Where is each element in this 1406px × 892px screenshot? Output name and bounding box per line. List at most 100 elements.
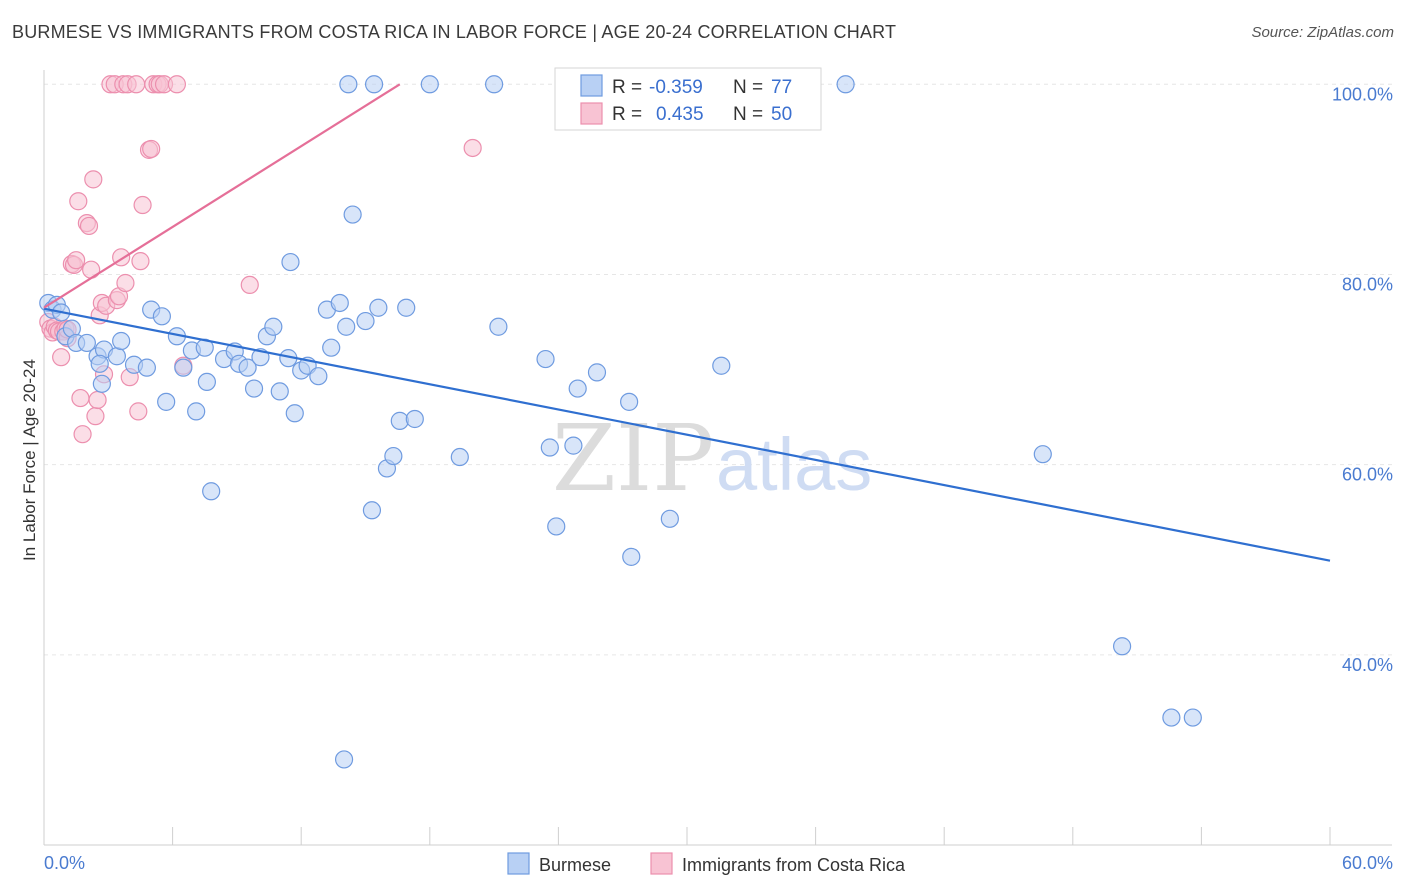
burmese-point-52 — [384, 446, 403, 466]
costa-rica-point-37 — [129, 402, 148, 421]
costa-rica-point-20 — [84, 170, 103, 189]
x-tick-label-1: 60.0% — [1342, 853, 1393, 873]
burmese-point-40 — [309, 367, 328, 386]
costa-rica-point-14 — [69, 192, 88, 211]
burmese-point-46 — [343, 205, 362, 224]
burmese-point-56 — [420, 75, 439, 94]
burmese-point-59 — [489, 317, 508, 336]
burmese-point-11 — [92, 374, 111, 393]
burmese-point-18 — [157, 392, 176, 411]
axes — [43, 70, 1392, 846]
burmese-point-67 — [620, 392, 639, 411]
costa-rica-point-15 — [71, 388, 90, 408]
burmese-point-76 — [334, 750, 354, 769]
costa-rica-point-46 — [167, 75, 186, 94]
burmese-point-44 — [337, 317, 356, 336]
costa-rica-point-48 — [240, 275, 259, 295]
burmese-point-50 — [369, 298, 388, 317]
burmese-point-68 — [622, 547, 641, 566]
series-label-costa-rica: Immigrants from Costa Rica — [682, 855, 906, 875]
y-axis-label: In Labor Force | Age 20-24 — [20, 359, 39, 561]
burmese-point-53 — [397, 298, 416, 317]
legend-n-label-burmese: N = — [733, 77, 763, 98]
burmese-point-29 — [238, 358, 257, 377]
source-label: Source: ZipAtlas.com — [1251, 24, 1394, 41]
burmese-point-48 — [362, 501, 382, 520]
burmese-point-10 — [90, 354, 109, 373]
burmese-point-62 — [547, 517, 566, 536]
legend-r-value-costa-rica: 0.435 — [656, 104, 704, 125]
burmese-point-74 — [1162, 708, 1181, 727]
legend-n-value-costa-rica: 50 — [771, 104, 792, 125]
burmese-point-22 — [187, 402, 206, 421]
burmese-point-20 — [174, 358, 193, 377]
legend-r-label-burmese: R = — [612, 77, 642, 98]
burmese-point-47 — [356, 311, 375, 331]
burmese-point-43 — [330, 293, 349, 313]
costa-rica-point-13 — [67, 251, 86, 270]
legend-r-label-costa-rica: R = — [612, 104, 642, 125]
costa-rica-point-16 — [73, 425, 92, 444]
legend-n-label-costa-rica: N = — [733, 104, 763, 125]
legend-swatch-costa-rica — [580, 102, 603, 125]
costa-rica-point-39 — [133, 195, 152, 215]
watermark-zip: ZIP — [552, 405, 714, 512]
burmese-point-61 — [540, 438, 559, 457]
burmese-point-7 — [77, 333, 96, 353]
burmese-point-70 — [712, 356, 731, 375]
burmese-point-15 — [137, 358, 156, 377]
costa-rica-trend-line — [43, 83, 401, 309]
burmese-point-73 — [1112, 637, 1132, 656]
burmese-point-55 — [405, 409, 424, 429]
series-legend: Burmese Immigrants from Costa Rica — [507, 852, 906, 875]
costa-rica-point-6 — [52, 348, 71, 367]
burmese-trend-line — [43, 307, 1331, 562]
burmese-point-45 — [339, 75, 358, 94]
y-tick-label-2: 60.0% — [1342, 465, 1393, 485]
legend-r-value-burmese: -0.359 — [649, 77, 703, 98]
costa-rica-point-18 — [79, 216, 99, 236]
watermark-atlas: atlas — [716, 423, 872, 506]
burmese-point-57 — [450, 447, 469, 467]
burmese-point-37 — [285, 404, 304, 423]
burmese-point-42 — [322, 338, 341, 357]
costa-rica-point-36 — [127, 75, 146, 94]
y-tick-label-1: 80.0% — [1342, 274, 1393, 294]
burmese-point-49 — [364, 75, 384, 94]
x-tick-labels: 0.0% 60.0% — [44, 853, 1393, 873]
burmese-point-13 — [112, 331, 131, 351]
series-swatch-costa-rica — [650, 852, 673, 875]
burmese-point-75 — [1183, 708, 1202, 727]
burmese-point-69 — [660, 509, 679, 528]
costa-rica-point-22 — [88, 390, 107, 410]
burmese-point-34 — [270, 382, 289, 401]
burmese-point-12 — [107, 347, 126, 366]
costa-rica-point-41 — [142, 139, 161, 159]
trend-lines — [43, 83, 1331, 562]
burmese-point-54 — [390, 411, 409, 430]
y-tick-label-0: 100.0% — [1332, 84, 1393, 104]
burmese-point-58 — [485, 75, 504, 94]
series-label-burmese: Burmese — [539, 855, 611, 875]
costa-rica-point-49 — [463, 138, 482, 158]
burmese-point-24 — [197, 372, 216, 392]
legend-n-value-burmese: 77 — [771, 77, 792, 98]
burmese-point-71 — [836, 75, 855, 94]
legend-swatch-burmese — [580, 74, 603, 97]
x-tick-label-0: 0.0% — [44, 853, 85, 873]
chart-title: BURMESE VS IMMIGRANTS FROM COSTA RICA IN… — [12, 22, 897, 42]
burmese-point-17 — [152, 307, 171, 326]
y-tick-labels: 100.0% 80.0% 60.0% 40.0% — [1332, 84, 1393, 675]
burmese-point-66 — [587, 363, 607, 382]
burmese-point-63 — [564, 436, 583, 455]
costa-rica-point-34 — [116, 273, 135, 293]
burmese-point-72 — [1033, 445, 1052, 464]
correlation-legend: R = -0.359 N = 77 R = 0.435 N = 50 — [554, 67, 822, 131]
burmese-point-25 — [202, 482, 221, 501]
burmese-point-33 — [264, 317, 283, 336]
y-tick-label-3: 40.0% — [1342, 655, 1393, 675]
costa-rica-point-21 — [86, 407, 105, 426]
burmese-point-60 — [536, 349, 555, 369]
burmese-point-64 — [568, 379, 587, 398]
